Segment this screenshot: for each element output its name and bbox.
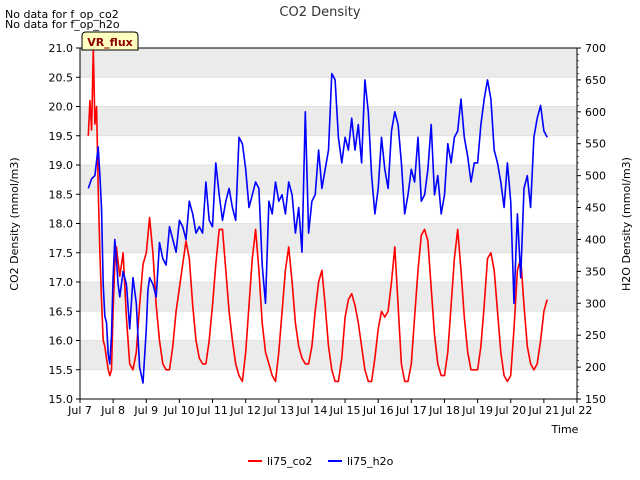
x-tick-label: Jul 18 (428, 404, 460, 417)
y-axis-left: 15.0 15.5 16.0 16.5 17.0 17.5 18.0 18.5 19.0 19.5… (49, 42, 80, 406)
series-line-li75_h2o (87, 72, 548, 384)
grid-band (80, 77, 577, 107)
x-tick-label: Jul 20 (494, 404, 526, 417)
legend-label-h2o: li75_h2o (347, 455, 394, 468)
y-axis-right: 150 200 250 300 350 400 450 500 550 600 650 700 (577, 42, 606, 406)
grid-band (80, 311, 577, 341)
y2-tick-label: 700 (585, 42, 606, 55)
y2-tick-label: 600 (585, 106, 606, 119)
no-data-notice-co2: No data for f_op_co2 (5, 8, 119, 21)
x-tick-label: Jul 13 (262, 404, 294, 417)
y-tick-label: 17.5 (49, 247, 74, 260)
y2-tick-label: 400 (585, 233, 606, 246)
y2-tick-label: 550 (585, 138, 606, 151)
y2-tick-label: 300 (585, 297, 606, 310)
x-tick-label: Jul 16 (362, 404, 394, 417)
x-tick-label: Jul 15 (329, 404, 361, 417)
x-tick-label: Jul 21 (527, 404, 559, 417)
grid-band (80, 369, 577, 399)
grid-band (80, 194, 577, 224)
y-tick-label: 16.5 (49, 305, 74, 318)
y2-tick-label: 150 (585, 393, 606, 406)
y2-tick-label: 350 (585, 265, 606, 278)
grid-band (80, 223, 577, 253)
x-tick-label: Jul 14 (296, 404, 328, 417)
y-tick-label: 20.5 (49, 71, 74, 84)
x-tick-label: Jul 10 (163, 404, 195, 417)
x-axis-title: Time (551, 423, 579, 436)
vr-flux-badge: VR_flux (81, 31, 139, 51)
series-line-li75_co2 (87, 48, 548, 383)
y2-tick-label: 200 (585, 361, 606, 374)
x-tick-label: Jul 19 (461, 404, 493, 417)
y2-tick-label: 450 (585, 202, 606, 215)
grid-band (80, 106, 577, 136)
grid-bands (80, 47, 577, 400)
y-tick-label: 20.0 (49, 101, 74, 114)
series-layer (87, 48, 548, 384)
x-tick-label: Jul 8 (100, 404, 125, 417)
badge-label: VR_flux (87, 36, 133, 49)
y-tick-label: 15.0 (49, 393, 74, 406)
no-data-notice-h2o: No data for f_op_h2o (5, 18, 120, 31)
y-tick-label: 21.0 (49, 42, 74, 55)
x-tick-label: Jul 7 (67, 404, 92, 417)
y2-tick-label: 250 (585, 329, 606, 342)
grid-band (80, 282, 577, 312)
y-tick-label: 19.0 (49, 159, 74, 172)
x-axis: Jul 7 Jul 8 Jul 9 Jul 10 Jul 11 Jul 12 Jul 13 J… (67, 399, 592, 417)
chart-title: CO2 Density (279, 5, 360, 20)
y2-tick-label: 500 (585, 170, 606, 183)
legend: li75_co2 li75_h2o (248, 455, 394, 468)
x-tick-label: Jul 9 (133, 404, 158, 417)
grid-band (80, 48, 577, 78)
badge-box (81, 31, 139, 51)
x-tick-label: Jul 17 (395, 404, 427, 417)
grid-band (80, 165, 577, 195)
y-tick-label: 15.5 (49, 364, 74, 377)
x-tick-label: Jul 22 (561, 404, 593, 417)
y-tick-label: 18.0 (49, 218, 74, 231)
y-tick-label: 18.5 (49, 188, 74, 201)
legend-label-co2: li75_co2 (267, 455, 312, 468)
y-tick-label: 17.0 (49, 276, 74, 289)
y2-axis-title: H2O Density (mmol/m3) (620, 157, 633, 291)
y-axis-title: CO2 Density (mmol/m3) (8, 157, 21, 290)
y-tick-label: 16.0 (49, 335, 74, 348)
y-tick-label: 19.5 (49, 130, 74, 143)
x-tick-label: Jul 12 (229, 404, 261, 417)
y2-tick-label: 650 (585, 74, 606, 87)
x-tick-label: Jul 11 (196, 404, 228, 417)
